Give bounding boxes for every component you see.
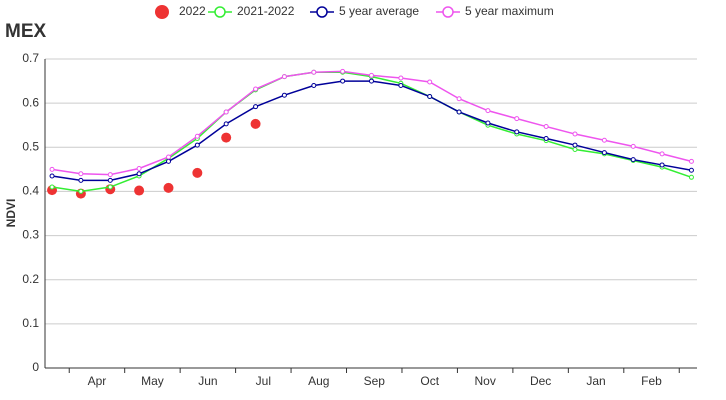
point bbox=[223, 109, 229, 115]
point bbox=[572, 131, 578, 137]
x-tick-label: Jan bbox=[586, 374, 605, 388]
point bbox=[456, 109, 462, 115]
point bbox=[311, 82, 317, 88]
y-tick-label: 0.2 bbox=[22, 272, 39, 286]
y-tick-label: 0.6 bbox=[22, 95, 39, 109]
point bbox=[311, 69, 317, 75]
point bbox=[78, 177, 84, 183]
x-tick-label: Sep bbox=[364, 374, 386, 388]
y-tick-label: 0.4 bbox=[22, 184, 39, 198]
point bbox=[630, 157, 636, 163]
y-tick-label: 0.5 bbox=[22, 139, 39, 153]
point bbox=[368, 72, 374, 78]
point bbox=[166, 154, 172, 160]
point bbox=[543, 135, 549, 141]
point bbox=[136, 165, 142, 171]
point bbox=[659, 151, 665, 157]
point bbox=[456, 96, 462, 102]
y-tick-label: 0 bbox=[32, 360, 39, 374]
y-tick-label: 0.7 bbox=[22, 51, 39, 65]
point bbox=[427, 94, 433, 100]
x-tick-label: May bbox=[141, 374, 164, 388]
point bbox=[253, 86, 259, 92]
point bbox=[134, 185, 145, 196]
legend-marker bbox=[214, 6, 226, 18]
point bbox=[688, 174, 694, 180]
point bbox=[572, 142, 578, 148]
point bbox=[107, 172, 113, 178]
legend-label: 5 year average bbox=[339, 4, 419, 18]
point bbox=[78, 171, 84, 177]
point bbox=[688, 158, 694, 164]
point bbox=[514, 129, 520, 135]
legend-label: 2022 bbox=[179, 4, 206, 18]
point bbox=[601, 137, 607, 143]
point bbox=[281, 74, 287, 80]
x-tick-label: Apr bbox=[88, 374, 107, 388]
point bbox=[281, 92, 287, 98]
x-tick-label: Dec bbox=[530, 374, 551, 388]
point bbox=[194, 142, 200, 148]
point bbox=[543, 124, 549, 130]
series-line bbox=[51, 70, 692, 176]
point bbox=[253, 104, 259, 110]
point bbox=[221, 132, 232, 143]
point bbox=[107, 184, 113, 190]
point bbox=[485, 120, 491, 126]
x-tick-label: Oct bbox=[420, 374, 439, 388]
point bbox=[136, 171, 142, 177]
legend-label: 5 year maximum bbox=[465, 4, 554, 18]
point bbox=[368, 78, 374, 84]
series-line bbox=[51, 71, 692, 193]
point bbox=[49, 166, 55, 172]
x-tick-label: Feb bbox=[641, 374, 662, 388]
point bbox=[49, 173, 55, 179]
point bbox=[601, 150, 607, 156]
y-tick-label: 0.3 bbox=[22, 228, 39, 242]
point bbox=[340, 68, 346, 74]
y-axis-label: NDVI bbox=[4, 199, 18, 228]
point bbox=[223, 121, 229, 127]
y-tick-label: 0.1 bbox=[22, 316, 39, 330]
point bbox=[340, 78, 346, 84]
x-tick-label: Jun bbox=[198, 374, 217, 388]
point bbox=[688, 167, 694, 173]
point bbox=[107, 177, 113, 183]
point bbox=[398, 75, 404, 81]
legend-label: 2021-2022 bbox=[237, 4, 295, 18]
point bbox=[659, 162, 665, 168]
point bbox=[427, 79, 433, 85]
x-tick-label: Aug bbox=[308, 374, 329, 388]
point bbox=[49, 184, 55, 190]
legend-marker bbox=[316, 6, 328, 18]
point bbox=[192, 167, 203, 178]
point bbox=[163, 182, 174, 193]
point bbox=[78, 188, 84, 194]
point bbox=[485, 108, 491, 114]
point bbox=[398, 82, 404, 88]
point bbox=[194, 133, 200, 139]
x-tick-label: Nov bbox=[474, 374, 495, 388]
legend-marker bbox=[442, 6, 454, 18]
point bbox=[514, 116, 520, 122]
point bbox=[572, 146, 578, 152]
point bbox=[250, 118, 261, 129]
legend-marker bbox=[155, 5, 169, 19]
point bbox=[630, 143, 636, 149]
chart-title: MEX bbox=[5, 21, 47, 42]
x-tick-label: Jul bbox=[256, 374, 271, 388]
point bbox=[166, 158, 172, 164]
